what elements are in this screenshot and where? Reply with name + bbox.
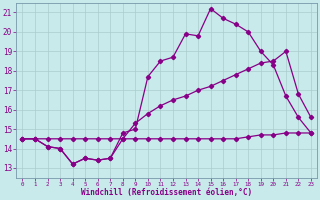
- X-axis label: Windchill (Refroidissement éolien,°C): Windchill (Refroidissement éolien,°C): [81, 188, 252, 197]
